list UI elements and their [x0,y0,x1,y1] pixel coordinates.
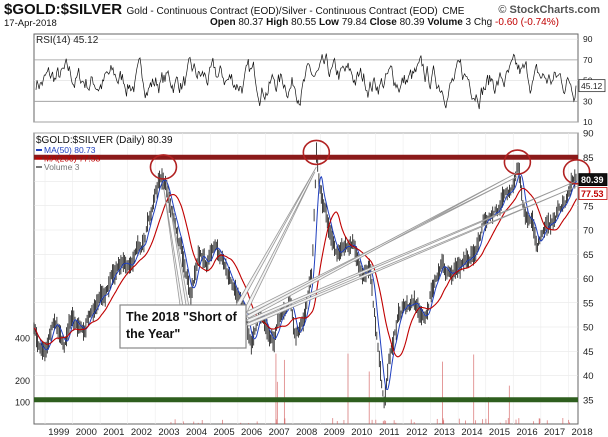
legend-entry: $GOLD:$SILVER (Daily) 80.39 [36,135,173,146]
rsi-line [35,53,577,110]
year-tick-label: 2009 [324,427,345,437]
rsi-value-badge-label: 45.12 [581,81,603,91]
annotation-text: The 2018 "Short of [126,310,238,324]
price-tick-label: 75 [583,201,594,212]
ohlc-high-value: 80.55 [291,17,319,28]
year-tick-label: 2018 [572,427,593,437]
price-badge [578,173,608,187]
change-value: -0.60 (-0.74%) [495,17,559,28]
legend-entry: Volume 3 [44,162,80,172]
brand-logo: © StockCharts.com [498,4,600,16]
ohlc-volume-label: Volume [427,17,466,28]
ohlc-volume-value: 3 [465,17,474,28]
price-badge-label: 80.39 [581,175,604,185]
peak-circle [503,149,532,175]
rsi-tick-label: 70 [583,55,593,65]
ohlc-open-value: 80.37 [238,17,267,28]
change-label: Chg [473,17,493,28]
peak-circle [149,154,178,180]
rsi-tick-label: 90 [583,34,593,44]
ticker-description: Gold - Continuous Contract (EOD)/Silver … [126,6,438,17]
price-tick-label: 85 [583,153,594,164]
year-tick-label: 2013 [434,427,455,437]
price-badge-label: 77.53 [581,189,604,199]
legend-entry: MA(50) 80.73 [44,145,96,155]
peak-circle [302,139,331,166]
annotation-text: the Year" [126,327,180,341]
price-tick-label: 90 [583,129,594,140]
price-badge [578,187,608,200]
exchange-label: CME [442,6,465,17]
year-tick-label: 2017 [544,427,565,437]
year-tick-label: 2006 [241,427,262,437]
brand-logo-icon: © [498,4,507,16]
ohlc-close-label: Close [369,17,400,28]
volume-tick-label: 400 [15,333,30,343]
year-tick-label: 2003 [158,427,179,437]
year-tick-label: 2011 [379,427,399,437]
price-tick-label: 65 [583,250,594,261]
peak-circle [562,159,591,185]
year-tick-label: 2010 [351,427,372,437]
chart-date: 17-Apr-2018 [4,18,57,29]
year-tick-label: 2001 [103,427,124,437]
rsi-tick-label: 10 [583,117,593,127]
year-tick-label: 2016 [516,427,537,437]
price-tick-label: 40 [583,371,594,382]
volume-tick-label: 200 [15,376,30,386]
year-tick-label: 2014 [461,427,482,437]
rsi-value-badge [578,79,606,93]
callout-pointer [245,185,577,327]
ma200-line [33,187,578,358]
volume-tick-label: 100 [15,398,30,408]
price-tick-label: 55 [583,298,594,309]
annotation-box [119,304,247,349]
ohlc-readout: Open 80.37 High 80.55 Low 79.84 Close 80… [210,17,559,28]
rsi-tick-label: 30 [583,96,593,106]
legend-entry: MA(200) 77.53 [44,154,100,164]
callout-pointer [245,171,519,319]
year-tick-label: 2015 [489,427,510,437]
year-tick-label: 2000 [76,427,97,437]
ohlc-open-label: Open [210,17,239,28]
ohlc-close-value: 80.39 [399,17,428,28]
price-tick-label: 35 [583,395,594,406]
chart-header: $GOLD:$SILVER Gold - Continuous Contract… [4,1,464,19]
year-tick-label: 2005 [213,427,234,437]
ohlc-high-label: High [266,17,292,28]
price-tick-label: 45 [583,347,594,358]
year-tick-label: 2012 [406,427,427,437]
price-tick-label: 70 [583,226,594,237]
ohlc-low-value: 79.84 [341,17,370,28]
year-tick-label: 2007 [269,427,290,437]
price-tick-label: 60 [583,274,594,285]
price-tick-label: 50 [583,323,594,334]
year-tick-label: 2004 [186,427,207,437]
rsi-panel-frame [33,33,579,123]
year-tick-label: 2008 [296,427,317,437]
ticker-symbol: $GOLD:$SILVER [4,1,123,18]
rsi-legend: RSI(14) 45.12 [36,35,99,46]
brand-name: StockCharts.com [509,4,600,16]
year-tick-label: 1999 [48,427,69,437]
year-tick-label: 2002 [131,427,152,437]
callout-pointer [245,181,576,323]
ohlc-low-label: Low [318,17,342,28]
